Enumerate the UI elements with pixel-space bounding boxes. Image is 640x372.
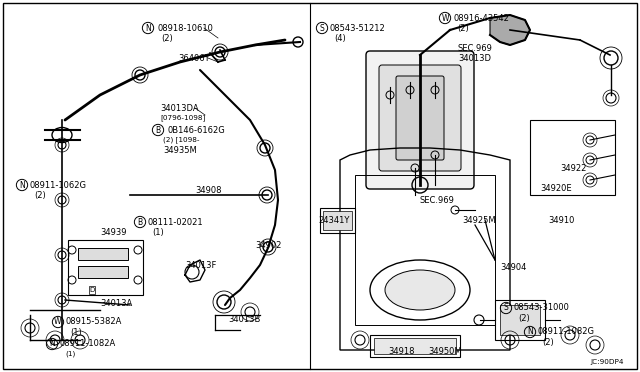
Text: 34908: 34908 <box>195 186 221 195</box>
Text: 34925M: 34925M <box>462 215 495 224</box>
Text: S: S <box>504 304 508 312</box>
Bar <box>374 338 456 354</box>
Text: (4): (4) <box>334 33 346 42</box>
Bar <box>78 248 128 260</box>
Text: 0B146-6162G: 0B146-6162G <box>167 125 225 135</box>
Text: (2): (2) <box>34 190 45 199</box>
Bar <box>320 208 355 233</box>
Text: 34013B: 34013B <box>228 315 260 324</box>
Text: 08911-1062G: 08911-1062G <box>30 180 87 189</box>
Text: 34013A: 34013A <box>100 299 132 308</box>
Text: (2): (2) <box>542 337 554 346</box>
Text: B: B <box>156 125 161 135</box>
FancyBboxPatch shape <box>396 76 444 160</box>
Text: 34920E: 34920E <box>540 183 572 192</box>
Bar <box>355 175 495 325</box>
Text: 34950M: 34950M <box>428 347 461 356</box>
Text: 34918: 34918 <box>388 347 415 356</box>
Text: 34013D: 34013D <box>458 54 491 62</box>
Bar <box>495 300 545 340</box>
Text: 08543-31000: 08543-31000 <box>514 304 570 312</box>
Text: (2): (2) <box>161 33 173 42</box>
Text: 34935M: 34935M <box>163 145 196 154</box>
Text: [0796-1098]: [0796-1098] <box>160 115 205 121</box>
Text: 08543-51212: 08543-51212 <box>330 23 386 32</box>
Text: (1): (1) <box>70 327 82 337</box>
Text: 24341Y: 24341Y <box>318 215 349 224</box>
Text: 34922: 34922 <box>560 164 586 173</box>
Bar <box>500 305 540 335</box>
FancyBboxPatch shape <box>379 65 461 171</box>
Polygon shape <box>490 15 530 45</box>
Text: JC:90DP4: JC:90DP4 <box>590 359 623 365</box>
Text: 34904: 34904 <box>500 263 526 273</box>
Bar <box>323 211 352 230</box>
Text: 34910: 34910 <box>548 215 574 224</box>
Text: S: S <box>319 23 324 32</box>
Text: 08911-1082A: 08911-1082A <box>60 340 116 349</box>
Bar <box>78 266 128 278</box>
Text: N: N <box>49 340 55 349</box>
Text: (2): (2) <box>518 314 530 323</box>
Text: 08915-5382A: 08915-5382A <box>66 317 122 327</box>
Text: W: W <box>54 317 61 327</box>
Text: (2) [1098-: (2) [1098- <box>163 137 200 143</box>
FancyBboxPatch shape <box>366 51 474 189</box>
Text: D: D <box>90 287 95 293</box>
Text: N: N <box>19 180 25 189</box>
Text: 36406Y: 36406Y <box>178 54 210 62</box>
Text: 08916-43542: 08916-43542 <box>453 13 509 22</box>
Ellipse shape <box>385 270 455 310</box>
Text: (2): (2) <box>457 23 468 32</box>
Text: N: N <box>527 327 533 337</box>
Bar <box>68 240 143 295</box>
Text: (1): (1) <box>152 228 164 237</box>
Text: 34939: 34939 <box>100 228 127 237</box>
Text: 08918-10610: 08918-10610 <box>157 23 213 32</box>
Text: SEC.969: SEC.969 <box>458 44 493 52</box>
Text: 08111-02021: 08111-02021 <box>148 218 204 227</box>
Text: B: B <box>138 218 143 227</box>
Text: 34013F: 34013F <box>185 260 216 269</box>
Bar <box>530 120 615 195</box>
Text: 34902: 34902 <box>255 241 282 250</box>
Text: N: N <box>145 23 151 32</box>
Text: (1): (1) <box>65 351 76 357</box>
Text: 08911-1082G: 08911-1082G <box>538 327 595 337</box>
Text: 34013DA: 34013DA <box>160 103 198 112</box>
Text: SEC.969: SEC.969 <box>420 196 455 205</box>
Bar <box>370 335 460 357</box>
Text: W: W <box>441 13 449 22</box>
